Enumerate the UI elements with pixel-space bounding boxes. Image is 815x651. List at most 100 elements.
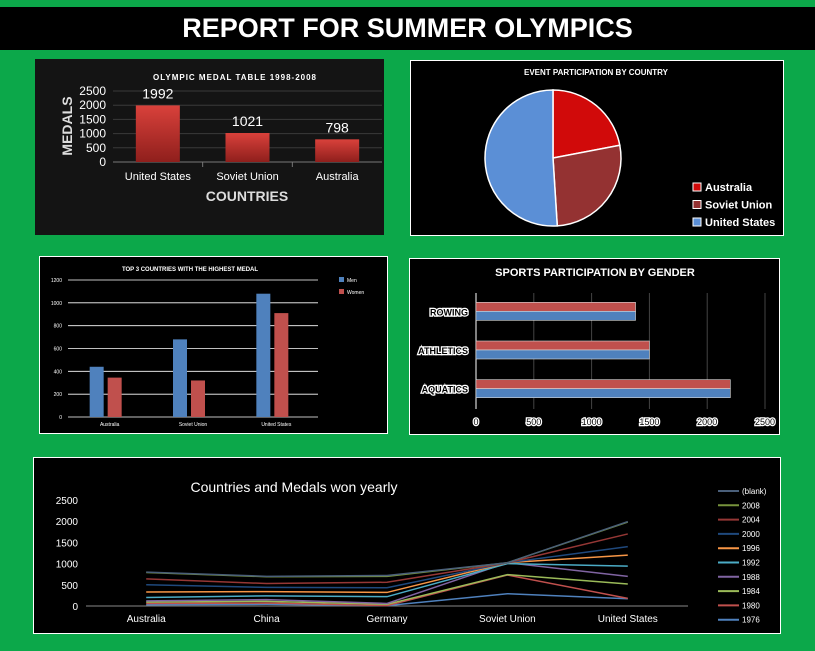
x-tick-label: United States [125, 171, 192, 183]
legend-swatch [692, 182, 702, 192]
y-tick-label: 1000 [79, 127, 106, 141]
series-line-1996 [146, 554, 628, 594]
bar-soviet-union [225, 133, 270, 162]
y-tick-label: 1000 [56, 560, 79, 571]
y-tick-label: 2500 [56, 496, 79, 507]
legend-label: Men [347, 278, 357, 284]
yearly-medals-line-chart: Countries and Medals won yearly 0 500 1000 1… [56, 479, 767, 625]
x-tick-label: 1500 [639, 417, 659, 427]
yearly-medals-chart-panel: Countries and Medals won yearly 0 500 1000 1… [33, 457, 781, 634]
chart-title: EVENT PARTICIPATION BY COUNTRY [524, 68, 669, 77]
legend-label: 2004 [742, 516, 760, 525]
legend-label: 1984 [742, 587, 760, 596]
legend-label: Women [347, 290, 364, 296]
x-tick-label: Soviet Union [216, 171, 278, 183]
y-tick-label: 500 [86, 141, 106, 155]
y-tick-label: 1500 [56, 538, 79, 549]
y-tick-label: 400 [54, 369, 63, 375]
bar-women-united-states [274, 313, 289, 417]
event-participation-chart-panel: EVENT PARTICIPATION BY COUNTRY Australia S… [410, 60, 784, 236]
chart-title: OLYMPIC MEDAL TABLE 1998-2008 [153, 73, 317, 82]
x-tick-label: United States [598, 614, 658, 625]
legend-swatch [692, 200, 702, 209]
x-axis-title: COUNTRIES [206, 188, 288, 204]
sports-gender-chart-panel: SPORTS PARTICIPATION BY GENDER 0 500 1000 15… [409, 258, 780, 435]
chart-title: SPORTS PARTICIPATION BY GENDER [495, 267, 695, 279]
bar-series1-athletics [475, 349, 650, 360]
legend-label: 2000 [742, 530, 760, 539]
legend-label: Soviet Union [705, 200, 773, 212]
pie-slice-united-states [484, 89, 559, 227]
y-axis-title: MEDALS [59, 96, 75, 155]
legend-swatch [692, 217, 702, 227]
y-tick-label: AQUATICS [422, 385, 468, 395]
x-tick-label: Soviet Union [179, 422, 208, 428]
top3-countries-chart-panel: TOP 3 COUNTRIES WITH THE HIGHEST MEDAL 0 2… [39, 256, 388, 434]
y-tick-label: 200 [54, 392, 63, 398]
series-line-1984 [146, 573, 628, 606]
legend-label: Australia [705, 182, 753, 194]
legend-swatch [339, 277, 344, 282]
bar-women-australia [107, 377, 122, 417]
x-tick-label: Australia [100, 422, 120, 428]
y-tick-label: ROWING [430, 307, 468, 317]
pie-slice-australia [552, 89, 621, 159]
legend-label: 1976 [742, 616, 760, 625]
series-line-2000 [146, 545, 628, 589]
series-line-1992 [146, 562, 628, 599]
bar-series2-athletics [475, 340, 650, 351]
x-tick-label: Australia [127, 614, 166, 625]
y-tick-label: 2500 [79, 84, 106, 98]
x-tick-label: 2500 [755, 417, 775, 427]
pie-slice-soviet-union [552, 144, 622, 227]
legend-label: 1988 [742, 573, 760, 582]
data-label: 1021 [232, 113, 263, 129]
y-tick-label: 2000 [79, 98, 106, 112]
y-tick-label: ATHLETICS [418, 346, 468, 356]
medal-table-chart-panel: OLYMPIC MEDAL TABLE 1998-2008 0 500 1000 150… [35, 59, 384, 235]
x-tick-label: Soviet Union [479, 614, 536, 625]
data-label: 1992 [142, 85, 173, 101]
x-tick-label: 2000 [697, 417, 717, 427]
legend-label: United States [705, 217, 775, 229]
y-tick-label: 1200 [51, 278, 62, 284]
chart-title: Countries and Medals won yearly [191, 479, 398, 495]
legend-label: (blank) [742, 487, 767, 496]
page-title: REPORT FOR SUMMER OLYMPICS [0, 7, 815, 50]
series-line-1980 [146, 574, 628, 607]
bar-series2-rowing [475, 302, 636, 312]
bar-women-soviet-union [191, 380, 205, 417]
legend-label: 2008 [742, 501, 760, 510]
legend-label: 1980 [742, 601, 760, 610]
top3-countries-chart: TOP 3 COUNTRIES WITH THE HIGHEST MEDAL 0 2… [51, 267, 364, 428]
y-tick-label: 500 [61, 581, 78, 592]
series-line-blank [146, 520, 629, 578]
bar-series1-aquatics [475, 388, 731, 398]
legend-label: 1996 [742, 544, 760, 553]
series-line-2004 [146, 533, 628, 585]
y-tick-label: 1000 [51, 301, 62, 307]
series-line-1988 [146, 561, 628, 605]
x-tick-label: 500 [526, 417, 541, 427]
legend-swatch [339, 289, 344, 294]
x-tick-label: 1000 [582, 417, 602, 427]
x-tick-label: Australia [316, 171, 360, 183]
y-tick-label: 2000 [56, 517, 79, 528]
y-tick-label: 600 [54, 347, 63, 353]
bar-men-united-states [256, 293, 271, 417]
legend-label: 1992 [742, 559, 760, 568]
x-tick-label: Germany [366, 614, 407, 625]
bar-united-states [135, 105, 180, 162]
x-tick-label: China [254, 614, 281, 625]
y-tick-label: 1500 [79, 112, 106, 126]
data-label: 798 [325, 119, 349, 135]
y-tick-label: 0 [72, 602, 78, 613]
y-tick-label: 0 [99, 155, 106, 169]
chart-title: TOP 3 COUNTRIES WITH THE HIGHEST MEDAL [122, 267, 258, 273]
y-tick-label: 0 [59, 415, 62, 421]
bar-men-australia [89, 366, 104, 417]
bar-series2-aquatics [475, 379, 731, 389]
medal-table-chart: OLYMPIC MEDAL TABLE 1998-2008 05001000150… [59, 73, 382, 204]
x-tick-label: United States [261, 422, 292, 428]
bar-australia [315, 139, 360, 162]
